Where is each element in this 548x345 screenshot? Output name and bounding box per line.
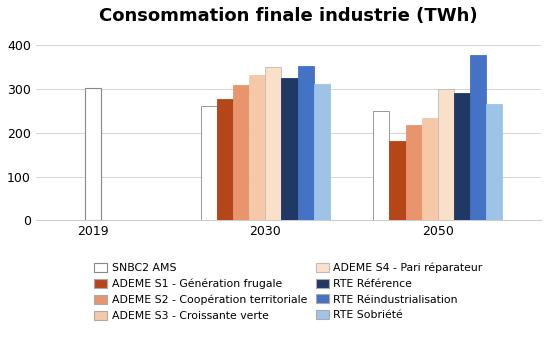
Bar	[406, 125, 421, 220]
Bar	[249, 75, 265, 220]
Bar	[390, 141, 406, 220]
Bar	[486, 104, 502, 220]
Bar	[438, 89, 454, 220]
Bar	[282, 78, 298, 220]
Bar	[85, 88, 101, 220]
Bar	[421, 118, 438, 220]
Bar	[265, 67, 282, 220]
Bar	[298, 66, 313, 220]
Title: Consommation finale industrie (TWh): Consommation finale industrie (TWh)	[99, 7, 478, 25]
Bar	[470, 55, 486, 220]
Bar	[454, 93, 470, 220]
Bar	[313, 84, 330, 220]
Bar	[201, 107, 217, 220]
Legend: SNBC2 AMS, ADEME S1 - Génération frugale, ADEME S2 - Coopération territoriale, A: SNBC2 AMS, ADEME S1 - Génération frugale…	[91, 260, 486, 324]
Bar	[233, 85, 249, 220]
Bar	[217, 99, 233, 220]
Bar	[373, 111, 390, 220]
